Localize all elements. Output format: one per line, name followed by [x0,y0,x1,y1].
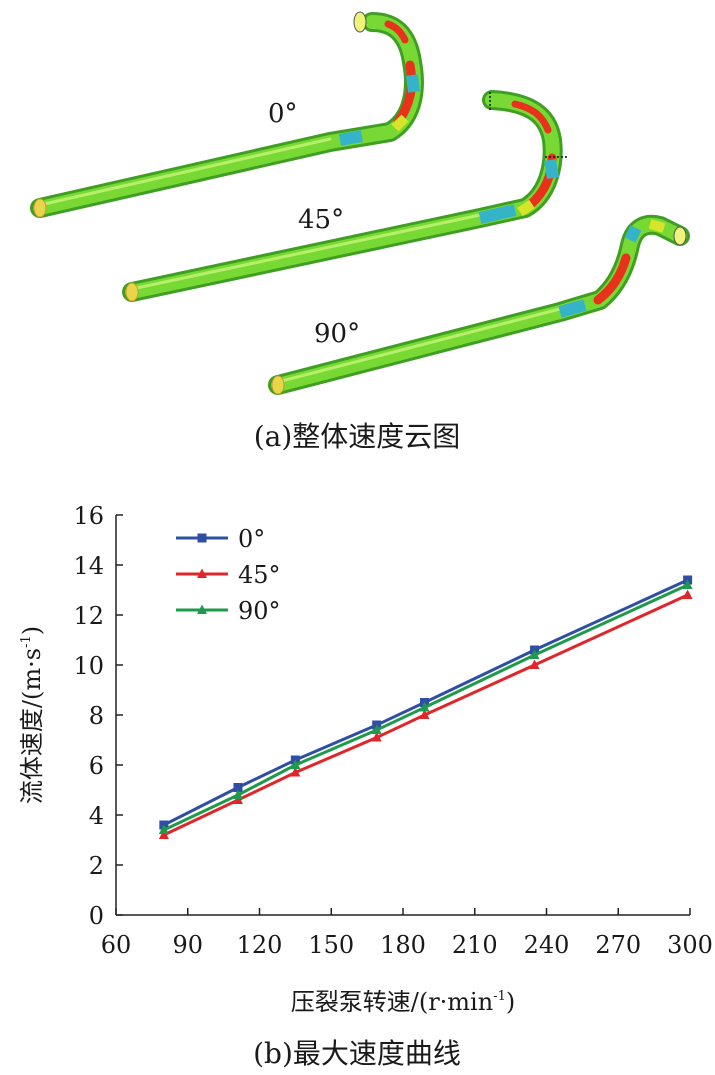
y-ticks: 0 2 4 6 8 10 12 14 16 [73,502,123,930]
x-tick-label: 240 [524,931,570,959]
legend-marker [197,533,207,543]
y-tick-label: 14 [73,552,104,580]
pipe-label-90: 90° [314,319,360,349]
data-point [529,649,540,659]
legend: 0° 45° 90° [176,525,281,625]
data-point [233,783,243,792]
data-point [232,794,243,804]
x-ticks: 60 90 120 150 180 210 240 270 300 [101,908,713,959]
data-point [290,759,301,769]
pipe-90-deg [268,214,690,395]
data-point [290,767,301,777]
y-tick-label: 0 [89,902,104,930]
x-tick-label: 60 [101,931,132,959]
y-tick-label: 12 [73,602,104,630]
series-2 [158,579,693,834]
data-point [529,659,540,669]
legend-marker [197,604,207,614]
x-tick-label: 300 [667,931,713,959]
series-layer [158,575,693,839]
y-tick-label: 2 [89,852,104,880]
legend-label: 90° [238,597,281,625]
pipe-45-deg [122,90,568,302]
data-point [419,702,430,712]
legend-item-0: 0° [176,525,265,553]
y-tick-label: 8 [89,702,104,730]
x-tick-label: 120 [237,931,283,959]
legend-label: 45° [238,561,281,589]
y-tick-label: 4 [89,802,104,830]
pipe-label-45: 45° [298,205,344,235]
velocity-contour-panel: 0° 45° 90° [30,11,690,395]
data-point [371,732,382,742]
y-tick-label: 16 [73,502,104,530]
data-point [232,789,243,799]
caption-a: (a)整体速度云图 [254,420,461,453]
x-tick-label: 150 [308,931,354,959]
pipe-0-deg [30,11,424,218]
data-point [158,829,169,839]
x-tick-label: 180 [380,931,426,959]
data-point [371,724,382,734]
x-tick-label: 90 [172,931,203,959]
data-point [419,709,430,719]
legend-item-1: 45° [176,561,281,589]
legend-item-2: 90° [176,597,281,625]
series-1 [158,589,693,839]
y-tick-label: 6 [89,752,104,780]
pipe-label-0: 0° [268,99,298,129]
y-tick-label: 10 [73,652,104,680]
legend-label: 0° [238,525,265,553]
x-tick-label: 270 [595,931,641,959]
data-point [682,589,693,599]
caption-b: (b)最大速度曲线 [253,1037,461,1070]
data-point [682,579,693,589]
legend-marker [197,568,207,578]
x-axis-label: 压裂泵转速/(r·min-1) [291,988,516,1016]
y-axis-label: 流体速度/(m·s-1) [18,626,46,804]
data-point [158,824,169,834]
x-tick-label: 210 [452,931,498,959]
